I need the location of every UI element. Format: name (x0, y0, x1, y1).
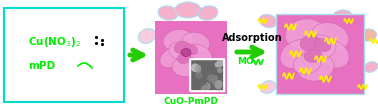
Ellipse shape (211, 75, 218, 84)
Ellipse shape (293, 54, 321, 74)
Ellipse shape (172, 56, 200, 77)
FancyBboxPatch shape (4, 8, 124, 102)
FancyBboxPatch shape (190, 59, 224, 91)
Text: Cu(NO$_3$)$_2$: Cu(NO$_3$)$_2$ (28, 35, 81, 49)
Ellipse shape (207, 74, 216, 83)
Ellipse shape (182, 32, 210, 53)
Ellipse shape (285, 19, 325, 49)
Ellipse shape (191, 63, 199, 72)
Ellipse shape (163, 29, 193, 52)
Ellipse shape (259, 14, 277, 28)
Ellipse shape (347, 81, 364, 93)
Ellipse shape (198, 6, 218, 20)
Ellipse shape (296, 53, 334, 81)
Ellipse shape (359, 29, 376, 41)
Ellipse shape (304, 49, 322, 63)
Ellipse shape (169, 42, 193, 60)
Ellipse shape (214, 80, 223, 89)
Ellipse shape (188, 44, 212, 65)
Ellipse shape (181, 49, 191, 56)
Ellipse shape (332, 10, 352, 24)
Ellipse shape (217, 67, 223, 73)
Ellipse shape (138, 29, 156, 43)
Ellipse shape (199, 83, 208, 90)
Ellipse shape (214, 82, 224, 92)
Ellipse shape (304, 35, 336, 59)
Ellipse shape (260, 81, 276, 93)
Ellipse shape (177, 54, 191, 64)
FancyBboxPatch shape (155, 21, 227, 94)
Ellipse shape (195, 65, 201, 73)
Ellipse shape (280, 40, 314, 68)
Ellipse shape (203, 83, 211, 90)
Ellipse shape (201, 85, 208, 91)
Ellipse shape (184, 44, 198, 55)
Ellipse shape (364, 62, 378, 72)
Ellipse shape (158, 6, 178, 20)
Ellipse shape (313, 38, 331, 52)
Text: Adsorption: Adsorption (222, 33, 282, 43)
Ellipse shape (195, 72, 203, 79)
Ellipse shape (317, 40, 349, 68)
FancyBboxPatch shape (276, 14, 364, 94)
Text: CuO-PmPD: CuO-PmPD (164, 96, 218, 106)
Ellipse shape (214, 60, 226, 67)
Text: mPD: mPD (28, 61, 55, 71)
Ellipse shape (175, 2, 201, 18)
Ellipse shape (311, 23, 349, 51)
Ellipse shape (174, 41, 190, 54)
Text: MO: MO (237, 58, 254, 66)
Ellipse shape (160, 47, 184, 68)
Ellipse shape (300, 35, 320, 51)
